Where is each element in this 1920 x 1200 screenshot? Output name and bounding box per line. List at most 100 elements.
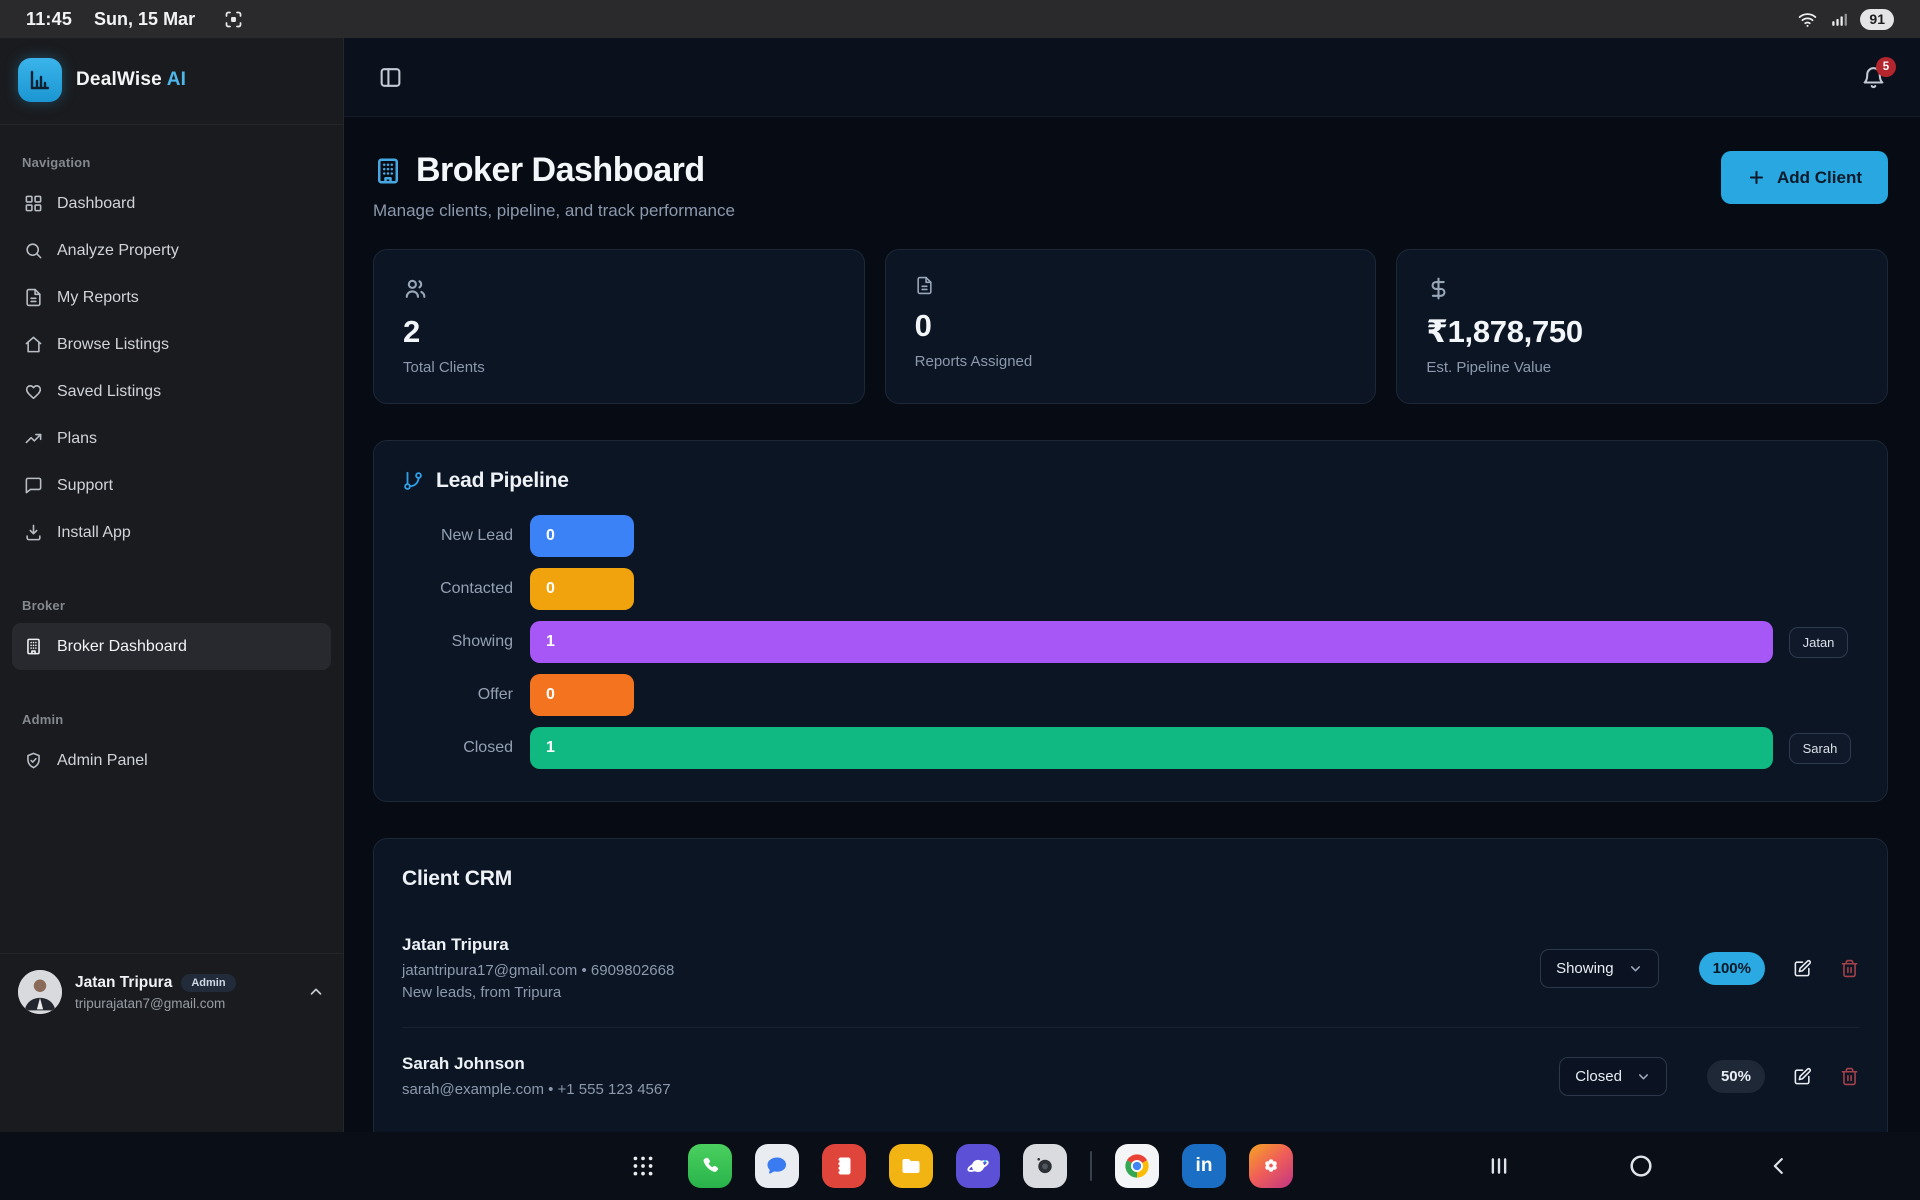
chevron-up-icon[interactable] — [307, 983, 325, 1001]
dock-app-camera-icon[interactable] — [1023, 1144, 1067, 1188]
pipeline-tag[interactable]: Sarah — [1788, 732, 1852, 764]
page-subtitle: Manage clients, pipeline, and track perf… — [373, 201, 735, 220]
dealwise-logo-icon — [18, 58, 62, 102]
lead-pipeline-panel: Lead Pipeline New Lead 0 Contacted 0 Showing… — [373, 440, 1888, 802]
client-crm-panel: Client CRM Jatan Tripura jatantripura17@g… — [373, 838, 1888, 1132]
section-gap — [12, 670, 331, 696]
app-window: DealWise AI Navigation Dashboard Analyze P… — [0, 38, 1920, 1132]
dock-app-contacts-icon[interactable] — [822, 1144, 866, 1188]
pipeline-count: 0 — [546, 527, 555, 544]
home-icon — [24, 335, 43, 354]
sidebar-item-analyze-property[interactable]: Analyze Property — [12, 227, 331, 274]
sidebar-item-label: Saved Listings — [57, 382, 162, 400]
edit-client-button[interactable] — [1793, 1067, 1812, 1086]
pipeline-track: 1 Sarah — [530, 727, 1859, 769]
client-controls: Closed 50% — [1559, 1056, 1859, 1096]
delete-client-button[interactable] — [1840, 1067, 1859, 1086]
client-name: Jatan Tripura — [402, 935, 509, 954]
sidebar-toggle-icon[interactable] — [378, 65, 403, 90]
stage-select[interactable]: Showing — [1540, 948, 1659, 988]
pipeline-bar: 0 — [530, 568, 634, 610]
page-content: Broker Dashboard Manage clients, pipelin… — [344, 117, 1920, 1132]
dock-app-internet-icon[interactable] — [956, 1144, 1000, 1188]
top-bar: 5 — [344, 38, 1920, 117]
nav-home-button[interactable] — [1628, 1132, 1654, 1200]
stat-value: 2 — [403, 314, 420, 349]
client-note: New leads, from Tripura — [402, 984, 562, 1001]
pipeline-bar: 1 — [530, 621, 1773, 663]
page-title: Broker Dashboard — [416, 151, 705, 189]
dock-app-my-files-icon[interactable] — [889, 1144, 933, 1188]
signal-icon — [1830, 10, 1848, 28]
status-time: 11:45 — [26, 8, 73, 29]
sidebar-item-label: Support — [57, 476, 114, 494]
pipeline-track: 0 — [530, 674, 1859, 716]
sidebar-item-browse-listings[interactable]: Browse Listings — [12, 321, 331, 368]
sidebar-section-label: Navigation — [22, 155, 91, 170]
sidebar: DealWise AI Navigation Dashboard Analyze P… — [0, 38, 344, 1132]
sidebar-item-install-app[interactable]: Install App — [12, 509, 331, 556]
delete-client-button[interactable] — [1840, 959, 1859, 978]
pipeline-bar: 0 — [530, 515, 634, 557]
stat-value: 0 — [914, 308, 932, 343]
building-icon — [24, 637, 43, 656]
dock-app-gallery-icon[interactable] — [1249, 1144, 1293, 1188]
sidebar-section-label: Admin — [22, 712, 64, 727]
pipeline-row-showing: Showing 1 Jatan — [402, 621, 1859, 663]
dock-app-linkedin-icon[interactable]: in — [1182, 1144, 1226, 1188]
client-contact: jatantripura17@gmail.com • 6909802668 — [402, 962, 675, 979]
stat-cards: 2 Total Clients 0 Reports Assigned ₹1,878,75… — [373, 249, 1888, 404]
shield-check-icon — [24, 751, 43, 770]
search-icon — [24, 241, 43, 260]
dock-app-app-drawer-icon[interactable] — [621, 1144, 665, 1188]
stage-select-value: Showing — [1556, 959, 1614, 977]
sidebar-item-support[interactable]: Support — [12, 462, 331, 509]
client-row-sarah-johnson: Sarah Johnson sarah@example.com • +1 555 … — [402, 1054, 1859, 1098]
avatar — [18, 970, 62, 1014]
pipeline-count: 0 — [546, 580, 555, 597]
add-client-button[interactable]: Add Client — [1721, 151, 1888, 204]
nav-back-button[interactable] — [1768, 1132, 1790, 1200]
brand[interactable]: DealWise AI — [0, 38, 343, 125]
pipeline-count: 0 — [546, 686, 555, 703]
pipeline-stage-label: Closed — [463, 739, 513, 756]
pipeline-stage-label: New Lead — [440, 527, 513, 544]
sidebar-item-label: Dashboard — [57, 194, 136, 212]
stage-select[interactable]: Closed — [1559, 1056, 1667, 1096]
brand-accent: AI — [166, 69, 187, 90]
sidebar-item-label: Install App — [57, 523, 131, 541]
sidebar-item-admin-panel[interactable]: Admin Panel — [12, 737, 331, 784]
trending-up-icon — [24, 429, 43, 448]
notifications-bell-icon[interactable]: 5 — [1861, 56, 1896, 90]
pipeline-bar: 1 — [530, 727, 1773, 769]
stat-card-est-pipeline-value: ₹1,878,750 Est. Pipeline Value — [1396, 249, 1888, 404]
client-contact: sarah@example.com • +1 555 123 4567 — [402, 1081, 671, 1098]
sidebar-item-dashboard[interactable]: Dashboard — [12, 180, 331, 227]
plus-icon — [1747, 168, 1766, 187]
dock-app-phone-icon[interactable] — [688, 1144, 732, 1188]
sidebar-item-my-reports[interactable]: My Reports — [12, 274, 331, 321]
profile-role-badge: Admin — [181, 973, 236, 992]
sidebar-item-label: Analyze Property — [57, 241, 179, 259]
section-gap — [12, 556, 331, 582]
screen-capture-icon[interactable] — [223, 9, 244, 30]
edit-client-button[interactable] — [1793, 959, 1812, 978]
download-icon — [24, 523, 43, 542]
dock-app-chrome-icon[interactable] — [1115, 1144, 1159, 1188]
sidebar-item-broker-dashboard[interactable]: Broker Dashboard — [12, 623, 331, 670]
user-profile[interactable]: Jatan Tripura Admin tripurajatan7@gmail.… — [0, 953, 343, 1014]
nav-recents-button[interactable] — [1488, 1132, 1510, 1200]
sidebar-item-label: Browse Listings — [57, 335, 170, 353]
brand-name: DealWise AI — [76, 69, 187, 90]
sidebar-item-plans[interactable]: Plans — [12, 415, 331, 462]
message-icon — [24, 476, 43, 495]
pipeline-tag[interactable]: Jatan — [1788, 626, 1849, 658]
pipeline-row-new-lead: New Lead 0 — [402, 515, 1859, 557]
sidebar-item-label: My Reports — [57, 288, 139, 306]
pipeline-count: 1 — [546, 739, 555, 756]
wifi-icon — [1797, 9, 1818, 30]
dock-app-messages-icon[interactable] — [755, 1144, 799, 1188]
pipeline-title: Lead Pipeline — [436, 469, 569, 492]
sidebar-item-saved-listings[interactable]: Saved Listings — [12, 368, 331, 415]
battery-indicator: 91 — [1860, 8, 1894, 30]
